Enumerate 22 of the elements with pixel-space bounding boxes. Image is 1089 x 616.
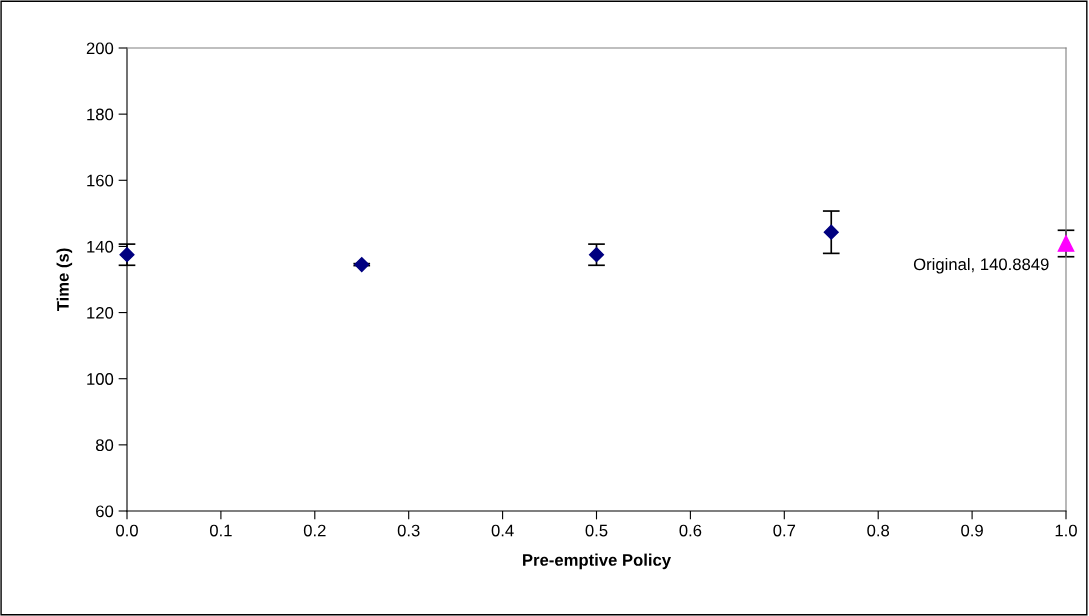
y-tick-label: 180 (87, 108, 114, 121)
y-tick-label: 60 (96, 505, 114, 518)
x-tick-label: 0.5 (585, 524, 608, 537)
y-tick-label: 120 (87, 306, 114, 319)
y-tick-label: 100 (87, 373, 114, 385)
x-axis-title: Pre-emptive Policy (523, 553, 671, 570)
annotation: Original, 140.8849 (913, 257, 1049, 274)
x-tick-label: 0.1 (209, 524, 232, 537)
x-tick-label: 0.3 (397, 524, 420, 537)
x-tick-label: 0.8 (867, 524, 890, 537)
y-tick-label: 140 (87, 240, 114, 253)
x-tick-label: 0.7 (773, 524, 796, 537)
x-tick-label: 0.0 (116, 524, 138, 537)
y-tick-label: 200 (86, 42, 114, 55)
x-tick-label: 0.2 (303, 524, 326, 537)
x-tick-label: 0.9 (961, 524, 983, 537)
y-axis-title: Time (s) (56, 248, 73, 312)
x-tick-label: 0.4 (491, 524, 514, 537)
y-tick-label: 160 (87, 174, 114, 187)
x-tick-label: 0.6 (679, 524, 702, 537)
x-tick-label: 1.0 (1055, 524, 1077, 537)
y-tick-label: 80 (95, 439, 114, 452)
